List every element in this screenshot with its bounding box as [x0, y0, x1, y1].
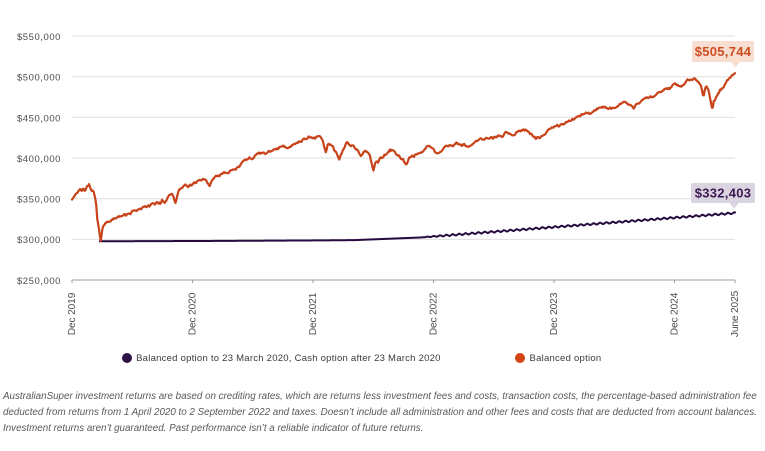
svg-text:June 2025: June 2025: [730, 290, 741, 337]
svg-text:Dec 2022: Dec 2022: [429, 292, 440, 335]
svg-text:$350,000: $350,000: [17, 195, 61, 206]
svg-text:$450,000: $450,000: [17, 113, 61, 124]
svg-text:$332,403: $332,403: [695, 186, 752, 201]
svg-text:Dec 2021: Dec 2021: [308, 292, 319, 335]
svg-text:$550,000: $550,000: [17, 32, 61, 43]
svg-text:$300,000: $300,000: [17, 235, 61, 246]
svg-text:Dec 2024: Dec 2024: [670, 292, 681, 335]
svg-text:$500,000: $500,000: [17, 73, 61, 84]
svg-text:Dec 2019: Dec 2019: [67, 292, 78, 335]
svg-text:$400,000: $400,000: [17, 154, 61, 165]
svg-text:$505,744: $505,744: [695, 44, 752, 59]
svg-text:Dec 2020: Dec 2020: [188, 292, 199, 335]
svg-text:$250,000: $250,000: [17, 276, 61, 287]
svg-text:Dec 2023: Dec 2023: [549, 292, 560, 335]
